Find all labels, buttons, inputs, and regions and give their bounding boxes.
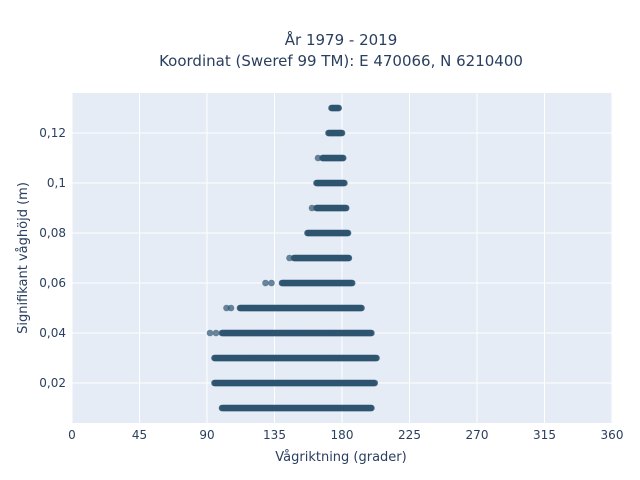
data-point (368, 404, 375, 412)
data-point (268, 279, 275, 287)
data-point (341, 179, 348, 187)
x-tick-label: 315 (533, 428, 556, 442)
chart-title-line2: Koordinat (Sweref 99 TM): E 470066, N 62… (159, 52, 523, 70)
x-tick-label: 135 (263, 428, 286, 442)
x-tick-label: 90 (199, 428, 214, 442)
data-point (358, 304, 365, 312)
data-point (342, 204, 350, 212)
y-tick-label: 0,04 (39, 326, 66, 340)
y-tick-label: 0,06 (39, 276, 66, 290)
y-tick-label: 0,1 (47, 176, 66, 190)
x-tick-label: 180 (331, 428, 354, 442)
y-tick-label: 0,12 (39, 126, 66, 140)
x-tick-label: 225 (398, 428, 421, 442)
x-tick-label: 0 (68, 428, 76, 442)
data-point (206, 329, 214, 337)
data-point (335, 104, 343, 112)
x-tick-labels: 0 45 90 135 180 225 270 315 360 (68, 428, 623, 442)
x-axis-title: Vågriktning (grader) (275, 450, 406, 465)
y-tick-label: 0,02 (39, 376, 66, 390)
data-point (212, 329, 220, 337)
y-axis-title: Signifikant våghöjd (m) (16, 182, 31, 334)
data-point (344, 229, 352, 237)
data-point (227, 304, 235, 312)
data-point (338, 129, 346, 137)
data-point (373, 354, 380, 362)
data-point (348, 279, 356, 287)
data-point (314, 154, 322, 162)
data-point (286, 254, 293, 262)
data-point (345, 254, 353, 262)
data-point (371, 379, 379, 387)
x-tick-label: 270 (466, 428, 489, 442)
y-tick-labels: 0,02 0,04 0,06 0,08 0,1 0,12 (39, 126, 66, 390)
chart-title-line1: År 1979 - 2019 (285, 30, 398, 49)
x-tick-label: 45 (132, 428, 147, 442)
data-point (368, 329, 375, 337)
x-tick-label: 360 (601, 428, 624, 442)
data-point (262, 279, 269, 287)
data-point (308, 204, 316, 212)
scatter-points (206, 104, 380, 412)
data-point (339, 154, 347, 162)
y-tick-label: 0,08 (39, 226, 66, 240)
